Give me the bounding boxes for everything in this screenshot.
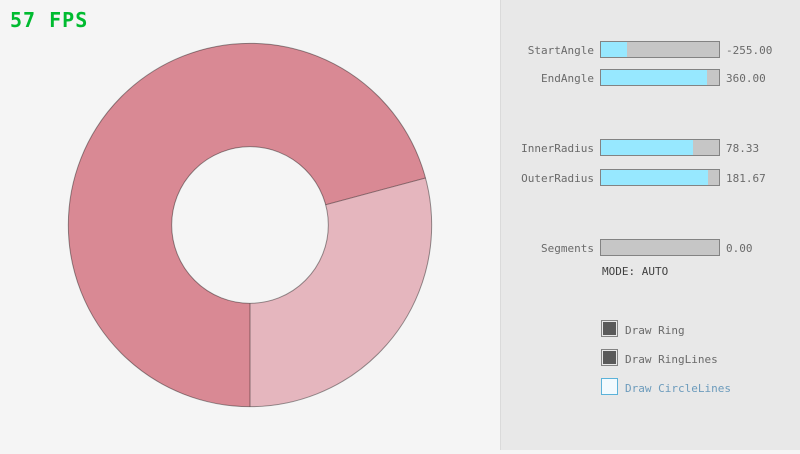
endangle-value: 360.00 bbox=[726, 72, 766, 85]
segments-row: Segments 0.00 bbox=[501, 239, 800, 256]
outerradius-slider[interactable] bbox=[600, 169, 720, 186]
slider-fill bbox=[601, 170, 709, 185]
ring-drawing bbox=[67, 42, 433, 408]
drawing-canvas: 57 FPS bbox=[10, 8, 433, 408]
segments-label: Segments bbox=[541, 242, 594, 255]
outerradius-row: OuterRadius 181.67 bbox=[501, 169, 800, 186]
draw-ring-checkbox[interactable] bbox=[601, 320, 618, 337]
segments-slider[interactable] bbox=[600, 239, 720, 256]
slider-fill bbox=[601, 42, 627, 57]
draw-ringlines-row: Draw RingLines bbox=[501, 349, 800, 367]
slider-fill bbox=[601, 70, 708, 85]
endangle-slider[interactable] bbox=[600, 69, 720, 86]
controls-panel: StartAngle -255.00 EndAngle 360.00 Inner… bbox=[500, 0, 800, 450]
outerradius-value: 181.67 bbox=[726, 172, 766, 185]
draw-ringlines-checkbox[interactable] bbox=[601, 349, 618, 366]
draw-ringlines-label: Draw RingLines bbox=[625, 353, 718, 366]
draw-circlelines-checkbox[interactable] bbox=[601, 378, 618, 395]
draw-circlelines-label: Draw CircleLines bbox=[625, 382, 731, 395]
draw-ring-label: Draw Ring bbox=[625, 324, 685, 337]
startangle-row: StartAngle -255.00 bbox=[501, 41, 800, 58]
startangle-label: StartAngle bbox=[527, 44, 594, 57]
fps-counter: 57 FPS bbox=[10, 8, 89, 32]
segments-value: 0.00 bbox=[726, 242, 753, 255]
startangle-slider[interactable] bbox=[600, 41, 720, 58]
outerradius-label: OuterRadius bbox=[521, 172, 594, 185]
startangle-value: -255.00 bbox=[726, 44, 773, 57]
mode-text: MODE: AUTO bbox=[602, 265, 669, 278]
innerradius-slider[interactable] bbox=[600, 139, 720, 156]
innerradius-row: InnerRadius 78.33 bbox=[501, 139, 800, 156]
innerradius-label: InnerRadius bbox=[521, 142, 594, 155]
innerradius-value: 78.33 bbox=[726, 142, 760, 155]
draw-circlelines-row: Draw CircleLines bbox=[501, 378, 800, 396]
slider-fill bbox=[601, 140, 694, 155]
draw-ring-row: Draw Ring bbox=[501, 320, 800, 338]
endangle-label: EndAngle bbox=[541, 72, 594, 85]
endangle-row: EndAngle 360.00 bbox=[501, 69, 800, 86]
